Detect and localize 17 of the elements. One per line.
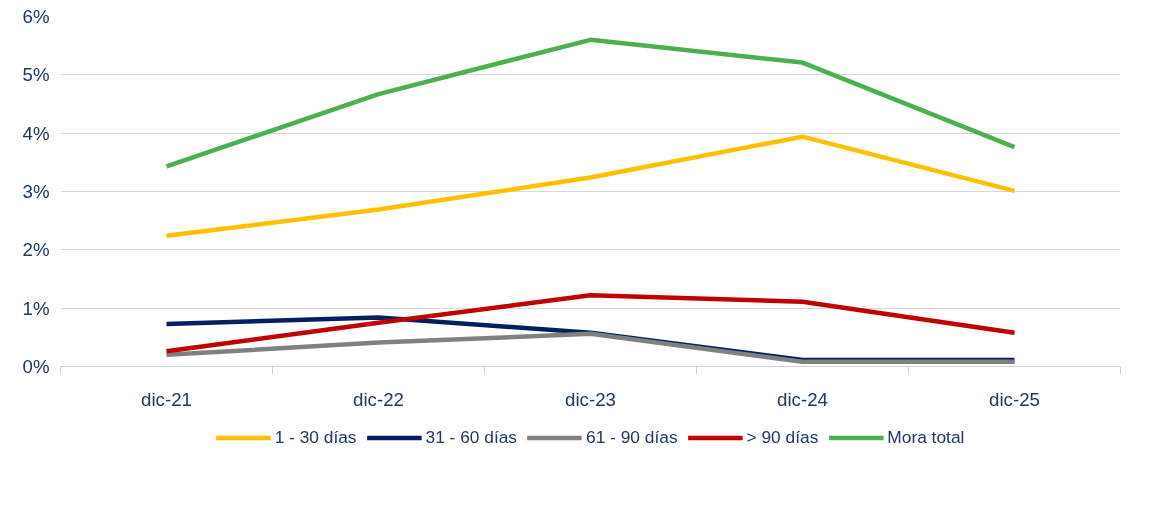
y-tick-label: 2% (22, 239, 50, 261)
y-tick-label: 0% (22, 356, 50, 377)
x-tick-label: dic-23 (565, 388, 616, 410)
legend-label: Mora total (887, 426, 965, 448)
legend-label: 1 - 30 días (274, 426, 357, 448)
y-tick-label: 3% (22, 181, 50, 202)
legend-label: 61 - 90 días (586, 426, 678, 448)
x-tick-label: dic-24 (777, 388, 828, 410)
y-tick-label: 6% (22, 6, 50, 27)
y-tick-label: 4% (22, 122, 50, 144)
y-tick-label: 1% (22, 297, 50, 319)
x-tick-label: dic-25 (989, 388, 1040, 410)
legend-label: > 90 días (746, 426, 819, 448)
x-tick-label: dic-21 (141, 388, 192, 410)
y-tick-label: 5% (22, 64, 50, 86)
x-tick-label: dic-22 (353, 388, 404, 410)
legend-label: 31 - 60 días (425, 426, 518, 448)
